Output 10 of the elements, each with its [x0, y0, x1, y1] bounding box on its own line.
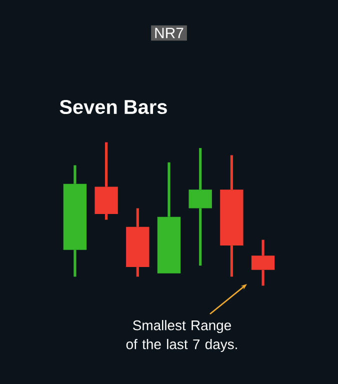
candlestick	[251, 238, 275, 287]
candlestick	[188, 146, 212, 267]
chart-subtitle: Seven Bars	[60, 100, 167, 114]
candlestick	[63, 164, 87, 278]
candlestick	[94, 140, 118, 222]
candlestick	[126, 206, 150, 278]
candlestick	[157, 161, 181, 274]
candlestick	[220, 154, 244, 278]
chart-title: NR7	[155, 28, 184, 38]
text: Smallest Range of the last 7 days.	[126, 320, 237, 352]
